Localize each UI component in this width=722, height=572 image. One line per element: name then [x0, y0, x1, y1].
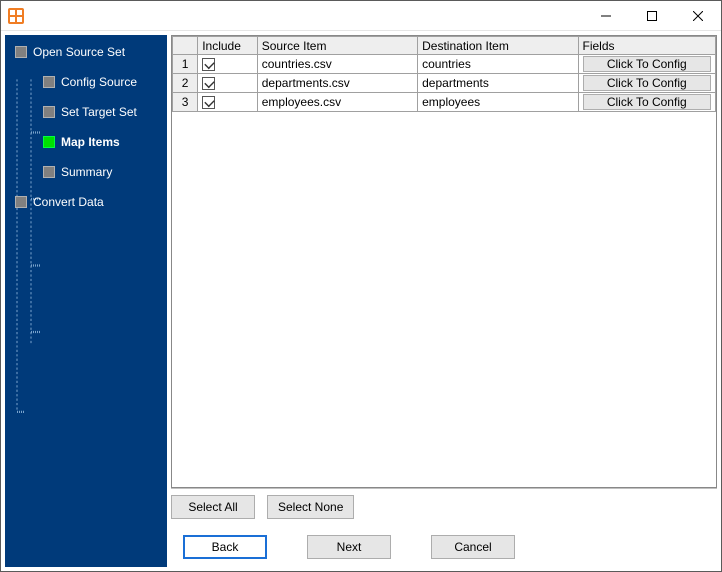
- wizard-step-set-target-set[interactable]: Set Target Set: [43, 101, 163, 123]
- wizard-step-open-source-set[interactable]: Open Source Set: [15, 41, 163, 63]
- col-fields[interactable]: Fields: [578, 37, 716, 55]
- table-row[interactable]: 2 departments.csvdepartments Click To Conf…: [173, 74, 716, 93]
- next-button[interactable]: Next: [307, 535, 391, 559]
- destination-item-cell[interactable]: departments: [418, 74, 578, 93]
- app-icon: [7, 7, 25, 25]
- wizard-step-map-items[interactable]: Map Items: [43, 131, 163, 153]
- wizard-step-config-source[interactable]: Config Source: [43, 71, 163, 93]
- config-fields-button[interactable]: Click To Config: [583, 94, 712, 110]
- app-window: Open Source Set Config Source Set Target S…: [0, 0, 722, 572]
- step-label: Convert Data: [33, 195, 104, 209]
- include-checkbox[interactable]: [202, 77, 215, 90]
- titlebar: [1, 1, 721, 31]
- wizard-step-summary[interactable]: Summary: [43, 161, 163, 183]
- col-source-item[interactable]: Source Item: [257, 37, 417, 55]
- back-button[interactable]: Back: [183, 535, 267, 559]
- row-number: 3: [173, 93, 198, 112]
- fields-cell: Click To Config: [578, 55, 716, 74]
- grid-corner: [173, 37, 198, 55]
- config-fields-button[interactable]: Click To Config: [583, 75, 712, 91]
- step-status-box: [43, 106, 55, 118]
- table-row[interactable]: 1 countries.csvcountries Click To Config: [173, 55, 716, 74]
- destination-item-cell[interactable]: countries: [418, 55, 578, 74]
- step-status-box: [43, 76, 55, 88]
- table-row[interactable]: 3 employees.csvemployees Click To Config: [173, 93, 716, 112]
- step-label: Map Items: [61, 135, 120, 149]
- config-fields-button[interactable]: Click To Config: [583, 56, 712, 72]
- maximize-button[interactable]: [629, 1, 675, 30]
- col-destination-item[interactable]: Destination Item: [418, 37, 578, 55]
- step-status-box: [43, 166, 55, 178]
- step-label: Config Source: [61, 75, 137, 89]
- include-cell[interactable]: [198, 55, 258, 74]
- items-grid-wrap: Include Source Item Destination Item Fie…: [171, 35, 717, 488]
- wizard-tree: Open Source Set Config Source Set Target S…: [9, 41, 163, 213]
- source-item-cell[interactable]: departments.csv: [257, 74, 417, 93]
- include-cell[interactable]: [198, 74, 258, 93]
- step-label: Set Target Set: [61, 105, 137, 119]
- step-label: Summary: [61, 165, 112, 179]
- step-status-box: [15, 196, 27, 208]
- step-status-box: [15, 46, 27, 58]
- close-button[interactable]: [675, 1, 721, 30]
- cancel-button[interactable]: Cancel: [431, 535, 515, 559]
- select-none-button[interactable]: Select None: [267, 495, 354, 519]
- wizard-step-convert-data[interactable]: Convert Data: [15, 191, 163, 213]
- source-item-cell[interactable]: employees.csv: [257, 93, 417, 112]
- selection-buttons-row: Select All Select None: [171, 488, 717, 525]
- step-status-box: [43, 136, 55, 148]
- items-grid: Include Source Item Destination Item Fie…: [172, 36, 716, 112]
- row-number: 2: [173, 74, 198, 93]
- destination-item-cell[interactable]: employees: [418, 93, 578, 112]
- step-label: Open Source Set: [33, 45, 125, 59]
- include-checkbox[interactable]: [202, 96, 215, 109]
- source-item-cell[interactable]: countries.csv: [257, 55, 417, 74]
- include-cell[interactable]: [198, 93, 258, 112]
- col-include[interactable]: Include: [198, 37, 258, 55]
- wizard-nav-row: Back Next Cancel: [171, 525, 717, 567]
- main-panel: Include Source Item Destination Item Fie…: [171, 35, 717, 567]
- select-all-button[interactable]: Select All: [171, 495, 255, 519]
- minimize-button[interactable]: [583, 1, 629, 30]
- fields-cell: Click To Config: [578, 93, 716, 112]
- fields-cell: Click To Config: [578, 74, 716, 93]
- wizard-steps-sidebar: Open Source Set Config Source Set Target S…: [5, 35, 167, 567]
- include-checkbox[interactable]: [202, 58, 215, 71]
- row-number: 1: [173, 55, 198, 74]
